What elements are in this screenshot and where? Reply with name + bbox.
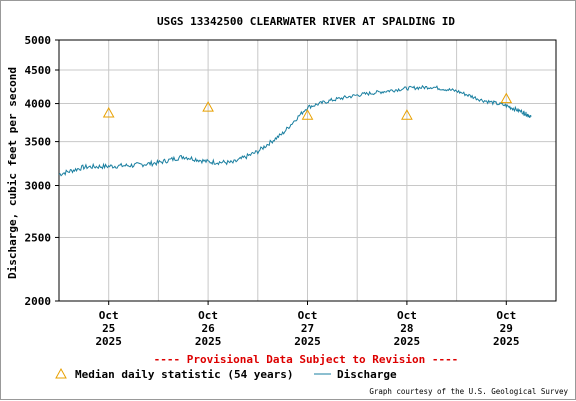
x-tick-label: Oct [99,309,119,322]
y-tick-label: 4500 [25,64,52,77]
legend: Median daily statistic (54 years) Discha… [55,367,397,381]
x-tick-label: Oct [198,309,218,322]
x-tick-label: 25 [102,322,115,335]
x-tick-label: 2025 [195,335,222,348]
median-triangle-marker [301,109,314,120]
y-tick-label: 3000 [25,180,52,193]
x-axis-ticks: Oct252025Oct262025Oct272025Oct282025Oct2… [95,301,520,348]
x-tick-label: Oct [298,309,318,322]
grid [59,39,556,302]
x-tick-label: 2025 [493,335,520,348]
x-tick-label: 27 [301,322,314,335]
legend-discharge-label: Discharge [337,368,397,381]
median-triangle-marker [202,101,214,112]
median-triangle-marker [102,106,115,118]
x-tick-label: 28 [400,322,413,335]
y-tick-label: 2500 [25,231,52,244]
y-tick-label: 5000 [25,34,52,47]
y-tick-label: 4000 [25,98,52,111]
credit-text: Graph courtesy of the U.S. Geological Su… [369,387,568,396]
x-tick-label: Oct [397,309,417,322]
legend-median-label: Median daily statistic (54 years) [75,368,294,381]
x-tick-label: 2025 [95,335,122,348]
x-tick-label: 2025 [294,335,321,348]
median-triangle-marker [401,109,413,120]
chart-title: USGS 13342500 CLEARWATER RIVER AT SPALDI… [157,15,455,28]
y-axis-label: Discharge, cubic feet per second [6,67,19,279]
discharge-series-line [58,84,532,177]
x-tick-label: 26 [201,322,215,335]
median-markers [102,92,513,120]
x-tick-label: Oct [496,309,516,322]
y-tick-label: 3500 [25,136,52,149]
x-tick-label: 29 [500,322,513,335]
y-axis-ticks: 2000 2500 3000 3500 4000 4500 5000 [25,34,59,308]
y-tick-label: 2000 [25,295,52,308]
legend-median-triangle-icon [55,367,67,379]
median-triangle-marker [500,92,513,104]
x-tick-label: 2025 [394,335,421,348]
revision-notice: ---- Provisional Data Subject to Revisio… [154,353,459,366]
